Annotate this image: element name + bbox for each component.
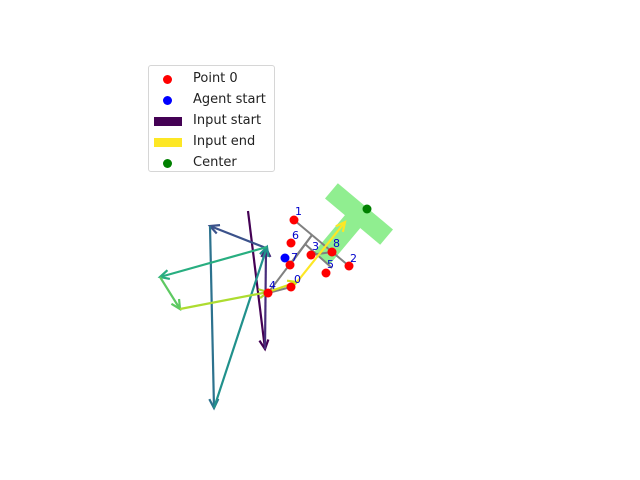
input-arrow — [212, 244, 270, 409]
input-arrow — [179, 288, 271, 311]
points-layer: 0 1 2 3 4 5 6 7 8 — [263, 205, 357, 298]
legend-item: Point 0 — [149, 70, 274, 88]
legend-label: Point 0 — [193, 71, 238, 86]
target-t-body — [314, 183, 394, 265]
point-marker — [344, 261, 354, 271]
input-arrow — [159, 276, 182, 312]
legend-item: Center — [149, 154, 274, 172]
point-marker — [321, 268, 331, 278]
input-arrow-shaft — [208, 225, 216, 409]
legend-label: Agent start — [193, 92, 266, 107]
legend-label: Center — [193, 155, 237, 170]
input-arrow-shaft — [179, 290, 269, 311]
legend-swatch — [154, 138, 182, 147]
input-arrow — [207, 224, 267, 250]
input-arrow-shaft — [296, 221, 346, 283]
point-label: 5 — [327, 258, 334, 271]
target-t-shape — [314, 183, 394, 265]
input-arrow-head — [335, 220, 347, 233]
target-bar-stem — [314, 212, 363, 265]
input-arrow-shaft — [263, 247, 268, 350]
input-arrow-shaft — [159, 245, 268, 279]
input-arrow — [157, 245, 268, 280]
legend-dot-icon — [163, 159, 172, 168]
legend-dot-icon — [163, 96, 172, 105]
point-label: 1 — [295, 205, 302, 218]
legend: Point 0 Agent start Input start Input end Ce… — [148, 65, 275, 172]
point-marker — [285, 260, 295, 270]
skeleton-line — [293, 219, 350, 267]
input-arrow-shaft — [159, 276, 181, 310]
point-label: 2 — [350, 252, 357, 265]
input-trajectory — [157, 210, 347, 411]
input-arrow — [208, 225, 220, 411]
agent-start-marker — [280, 253, 290, 263]
input-arrow-shaft — [209, 224, 267, 250]
input-arrow-shaft — [212, 246, 269, 409]
legend-dot-icon — [163, 75, 172, 84]
point-marker — [263, 288, 273, 298]
point-label: 3 — [312, 240, 319, 253]
legend-item: Input end — [149, 133, 274, 151]
point-marker — [286, 238, 296, 248]
legend-item: Agent start — [149, 91, 274, 109]
point-marker — [289, 215, 299, 225]
legend-item: Input start — [149, 112, 274, 130]
point-label: 8 — [333, 237, 340, 250]
target-bar-horizontal — [324, 183, 394, 245]
legend-label: Input end — [193, 134, 256, 149]
point-marker — [306, 250, 316, 260]
point-label: 7 — [291, 251, 298, 264]
input-arrow — [296, 220, 347, 283]
point-label: 6 — [292, 229, 299, 242]
point-marker — [327, 247, 337, 257]
center-marker — [362, 204, 372, 214]
legend-swatch — [154, 117, 182, 126]
point-marker — [286, 282, 296, 292]
point-label: 4 — [269, 279, 276, 292]
legend-label: Input start — [193, 113, 262, 128]
point-label: 0 — [294, 273, 301, 286]
